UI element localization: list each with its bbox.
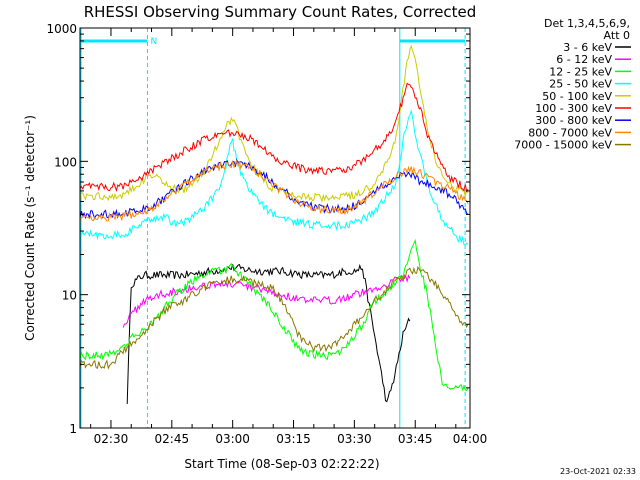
- legend-label-3-6-kev: 3 - 6 keV: [563, 41, 612, 54]
- x-tick-label: 03:45: [398, 432, 433, 446]
- x-tick-label: 02:45: [155, 432, 190, 446]
- y-tick-label: 1: [69, 422, 77, 436]
- legend-label-800-7000-kev: 800 - 7000 keV: [528, 126, 612, 139]
- series-line-6-12-kev: [122, 274, 411, 328]
- chart-title: RHESSI Observing Summary Count Rates, Co…: [84, 3, 477, 21]
- x-tick-label: 03:15: [276, 432, 311, 446]
- x-tick-label: 04:00: [453, 432, 488, 446]
- legend-label-7000-15000-kev: 7000 - 15000 keV: [514, 139, 612, 152]
- y-tick-label: 100: [54, 155, 77, 169]
- series-line-7000-15000-kev: [79, 265, 469, 370]
- legend-label-6-12-kev: 6 - 12 keV: [556, 53, 612, 66]
- series-line-100-300-kev: [79, 82, 469, 193]
- legend-label-300-800-kev: 300 - 800 keV: [535, 114, 612, 127]
- legend-label-100-300-kev: 100 - 300 keV: [535, 102, 612, 115]
- annotation-layer: N: [80, 28, 466, 428]
- plot-frame: [79, 27, 471, 429]
- legend-label-12-25-kev: 12 - 25 keV: [549, 65, 612, 78]
- legend-label-50-100-kev: 50 - 100 keV: [542, 90, 612, 103]
- legend-header-line-2: Att 0: [604, 29, 630, 42]
- series-line-3-6-kev: [126, 263, 411, 405]
- series-line-50-100-kev: [79, 44, 469, 203]
- y-tick-label: 1000: [46, 22, 77, 36]
- y-tick-label: 10: [62, 289, 77, 303]
- x-tick-label: 03:30: [337, 432, 372, 446]
- series-line-25-50-kev: [79, 109, 469, 247]
- series-line-800-7000-kev: [79, 159, 469, 222]
- render-timestamp: 23-Oct-2021 02:33: [560, 467, 636, 476]
- legend-header-line-1: Det 1,3,4,5,6,9,: [544, 17, 630, 30]
- legend-label-25-50-kev: 25 - 50 keV: [549, 78, 612, 91]
- annotation-night-marker: N: [150, 37, 157, 47]
- x-axis-ticks: 02:30 02:45 03:00 03:15 03:30 03:45 04:00: [90, 28, 488, 446]
- series-line-12-25-kev: [79, 238, 469, 392]
- y-axis-label: Corrected Count Rate (s⁻¹ detector⁻¹): [23, 115, 37, 341]
- y-axis-ticks: 1 10 100 1000: [46, 22, 470, 436]
- series-layer: [79, 44, 469, 405]
- x-tick-label: 03:00: [215, 432, 250, 446]
- x-axis-label: Start Time (08-Sep-03 02:22:22): [184, 457, 379, 471]
- x-tick-label: 02:30: [94, 432, 129, 446]
